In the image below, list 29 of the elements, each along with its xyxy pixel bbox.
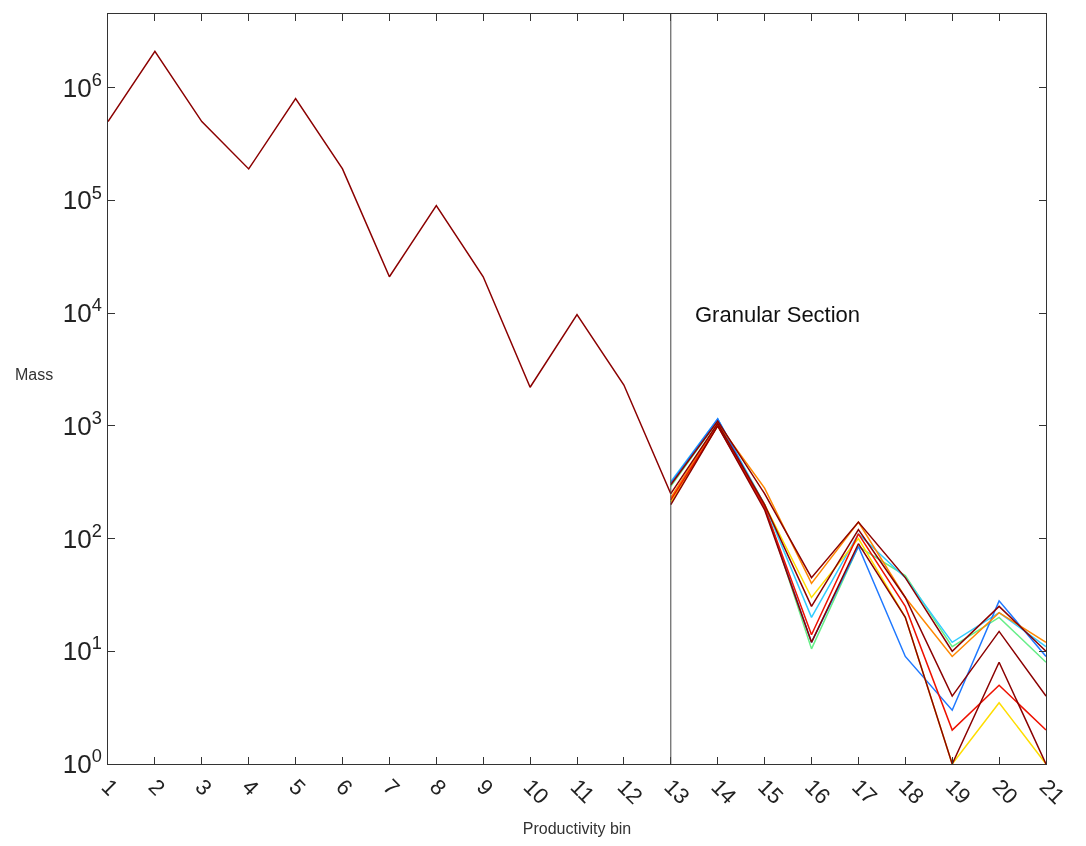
ref-line-label: Granular Section (695, 302, 861, 327)
x-tick-label: 21 (1034, 774, 1070, 810)
x-tick-label: 2 (143, 774, 170, 801)
x-tick-label: 10 (518, 774, 554, 810)
x-tick-label: 5 (284, 774, 311, 801)
x-tick-label: 12 (612, 774, 648, 810)
x-tick-label: 13 (659, 774, 695, 810)
x-tick-label: 16 (800, 774, 836, 810)
x-axis-title: Productivity bin (522, 819, 632, 837)
x-tick-label: 7 (378, 774, 405, 801)
y-tick-label: 10$^{2}$ (62, 520, 102, 554)
y-tick-label: 10$^{3}$ (62, 408, 102, 441)
x-tick-label: 4 (237, 774, 264, 801)
x-tick-label: 6 (331, 774, 358, 801)
x-tick-label: 14 (706, 774, 742, 810)
x-tick-label: 20 (987, 774, 1023, 810)
x-tick-label: 15 (753, 774, 789, 810)
y-tick-label: 10$^{1}$ (62, 633, 102, 667)
x-tick-label: 11 (565, 774, 600, 808)
y-tick-label: 10$^{5}$ (62, 182, 102, 216)
x-tick-label: 18 (893, 774, 929, 810)
x-tick-label: 17 (847, 774, 883, 810)
x-tick-label: 9 (471, 774, 499, 801)
y-tick-label: 10$^{4}$ (62, 295, 102, 329)
y-tick-label: 10$^{6}$ (62, 69, 102, 103)
x-tick-label: 3 (190, 774, 217, 801)
x-tick-label: 8 (424, 774, 452, 801)
y-axis-title: Mass (15, 366, 54, 383)
x-tick-label: 19 (940, 774, 976, 810)
